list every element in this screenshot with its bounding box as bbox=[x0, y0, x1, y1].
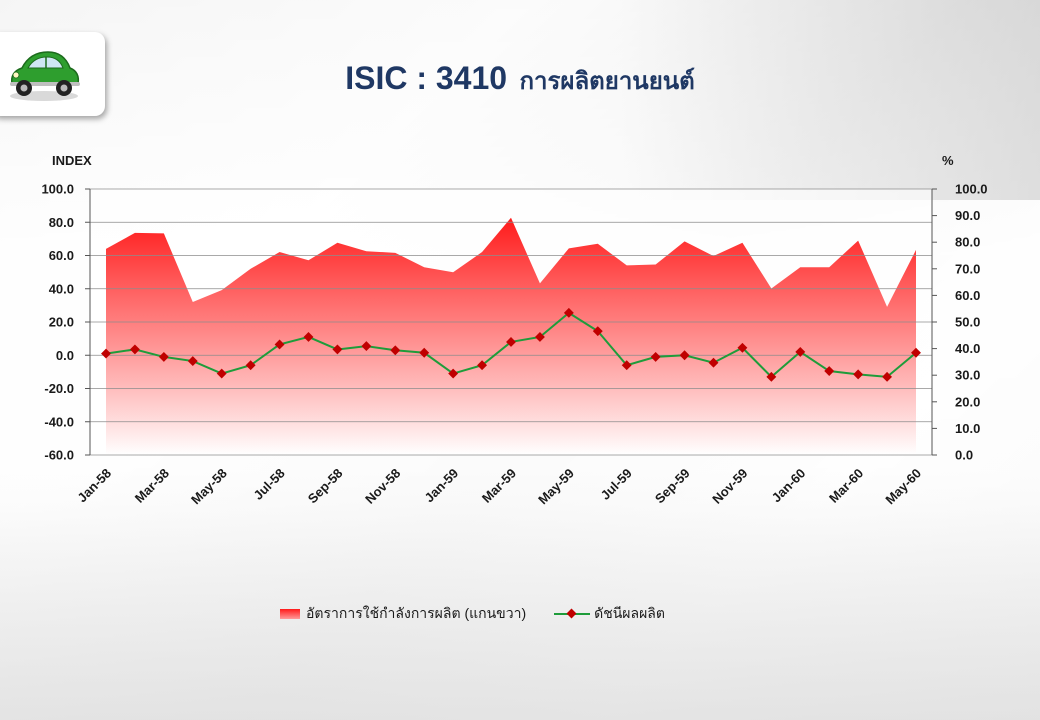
left-tick-label: -20.0 bbox=[44, 381, 74, 396]
index-point bbox=[129, 344, 140, 355]
background-decoration-bottom bbox=[0, 470, 1040, 720]
x-tick-label: Mar-59 bbox=[479, 466, 519, 506]
index-point bbox=[737, 342, 748, 353]
x-tick-label: Jul-59 bbox=[598, 466, 635, 503]
left-tick-label: 20.0 bbox=[49, 315, 74, 330]
index-point bbox=[563, 307, 574, 318]
index-point bbox=[708, 357, 719, 368]
x-tick-label: May-58 bbox=[188, 466, 230, 508]
page-title: ISIC : 3410 การผลิตยานยนต์ bbox=[0, 60, 1040, 100]
x-tick-label: Mar-58 bbox=[132, 466, 172, 506]
index-point bbox=[158, 351, 169, 362]
index-point bbox=[882, 371, 893, 382]
index-point bbox=[534, 332, 545, 342]
right-tick-label: 60.0 bbox=[955, 288, 980, 303]
green-car-icon bbox=[10, 51, 80, 101]
title-code: ISIC : 3410 bbox=[345, 60, 508, 96]
index-point bbox=[650, 351, 661, 362]
index-point bbox=[795, 346, 806, 357]
index-point bbox=[592, 326, 603, 337]
index-point bbox=[419, 347, 430, 358]
right-tick-label: 90.0 bbox=[955, 208, 980, 223]
left-tick-label: 60.0 bbox=[49, 248, 74, 263]
left-tick-label: -40.0 bbox=[44, 414, 74, 429]
left-tick-label: 80.0 bbox=[49, 215, 74, 230]
right-axis-title: % bbox=[942, 153, 954, 168]
left-axis-title: INDEX bbox=[52, 153, 92, 168]
index-point bbox=[303, 332, 314, 342]
x-tick-label: May-60 bbox=[882, 466, 924, 508]
right-tick-label: 30.0 bbox=[955, 368, 980, 383]
index-point bbox=[911, 347, 921, 358]
index-point bbox=[621, 360, 632, 371]
x-tick-label: Sep-59 bbox=[652, 466, 693, 507]
left-tick-label: 100.0 bbox=[41, 182, 74, 197]
right-tick-label: 50.0 bbox=[955, 315, 980, 330]
x-tick-label: Nov-59 bbox=[709, 466, 750, 507]
index-point bbox=[477, 360, 488, 371]
legend-label-index: ดัชนีผลผลิต bbox=[594, 605, 665, 621]
left-tick-label: -60.0 bbox=[44, 448, 74, 463]
background-decoration bbox=[620, 0, 1040, 200]
x-tick-label: Jan-58 bbox=[74, 466, 114, 506]
legend-line-swatch bbox=[554, 608, 591, 620]
index-point bbox=[824, 366, 835, 376]
index-point bbox=[187, 356, 198, 367]
left-tick-label: 40.0 bbox=[49, 281, 74, 296]
left-tick-label: 0.0 bbox=[56, 348, 74, 363]
right-tick-label: 10.0 bbox=[955, 421, 980, 436]
index-point bbox=[361, 341, 372, 352]
logo-card bbox=[0, 32, 105, 116]
legend-area-swatch bbox=[280, 609, 300, 619]
capacity-area bbox=[106, 217, 916, 455]
index-point bbox=[448, 368, 459, 379]
right-tick-label: 80.0 bbox=[955, 235, 980, 250]
x-tick-label: Mar-60 bbox=[826, 466, 866, 506]
right-tick-label: 0.0 bbox=[955, 448, 973, 463]
x-tick-label: Jan-60 bbox=[769, 466, 809, 506]
right-tick-label: 40.0 bbox=[955, 341, 980, 356]
index-point bbox=[679, 350, 690, 361]
x-tick-label: Jan-59 bbox=[422, 466, 462, 506]
right-tick-label: 20.0 bbox=[955, 394, 980, 409]
legend-label-capacity: อัตราการใช้กำลังการผลิต (แกนขวา) bbox=[306, 605, 527, 621]
title-name: การผลิตยานยนต์ bbox=[519, 68, 695, 95]
index-point bbox=[332, 344, 343, 355]
index-point bbox=[274, 339, 285, 350]
index-point bbox=[853, 369, 864, 380]
right-tick-label: 70.0 bbox=[955, 261, 980, 276]
index-point bbox=[506, 337, 516, 347]
x-tick-label: Nov-58 bbox=[362, 466, 403, 507]
x-tick-label: May-59 bbox=[535, 466, 577, 508]
legend: อัตราการใช้กำลังการผลิต (แกนขวา) ดัชนีผล… bbox=[280, 603, 665, 625]
index-point bbox=[766, 371, 777, 382]
index-point bbox=[245, 360, 256, 371]
index-point bbox=[390, 345, 401, 356]
x-tick-label: Jul-58 bbox=[251, 466, 288, 503]
right-tick-label: 100.0 bbox=[955, 182, 988, 197]
x-tick-label: Sep-58 bbox=[305, 466, 346, 507]
index-point bbox=[216, 368, 227, 379]
